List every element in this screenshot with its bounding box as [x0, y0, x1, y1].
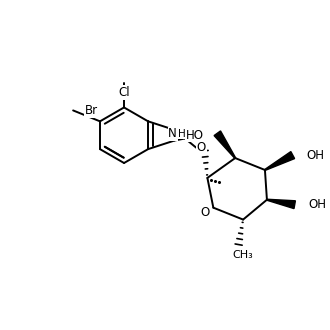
Polygon shape: [214, 131, 236, 158]
Text: H: H: [178, 129, 185, 139]
Text: OH: OH: [307, 148, 325, 162]
Text: Br: Br: [85, 104, 98, 117]
Polygon shape: [265, 151, 295, 170]
Text: O: O: [197, 141, 206, 154]
Text: CH₃: CH₃: [233, 250, 253, 260]
Text: OH: OH: [309, 198, 327, 211]
Polygon shape: [267, 199, 295, 209]
Text: N: N: [168, 127, 177, 140]
Text: O: O: [201, 206, 210, 219]
Text: HO: HO: [185, 129, 203, 142]
Text: Cl: Cl: [118, 86, 130, 99]
